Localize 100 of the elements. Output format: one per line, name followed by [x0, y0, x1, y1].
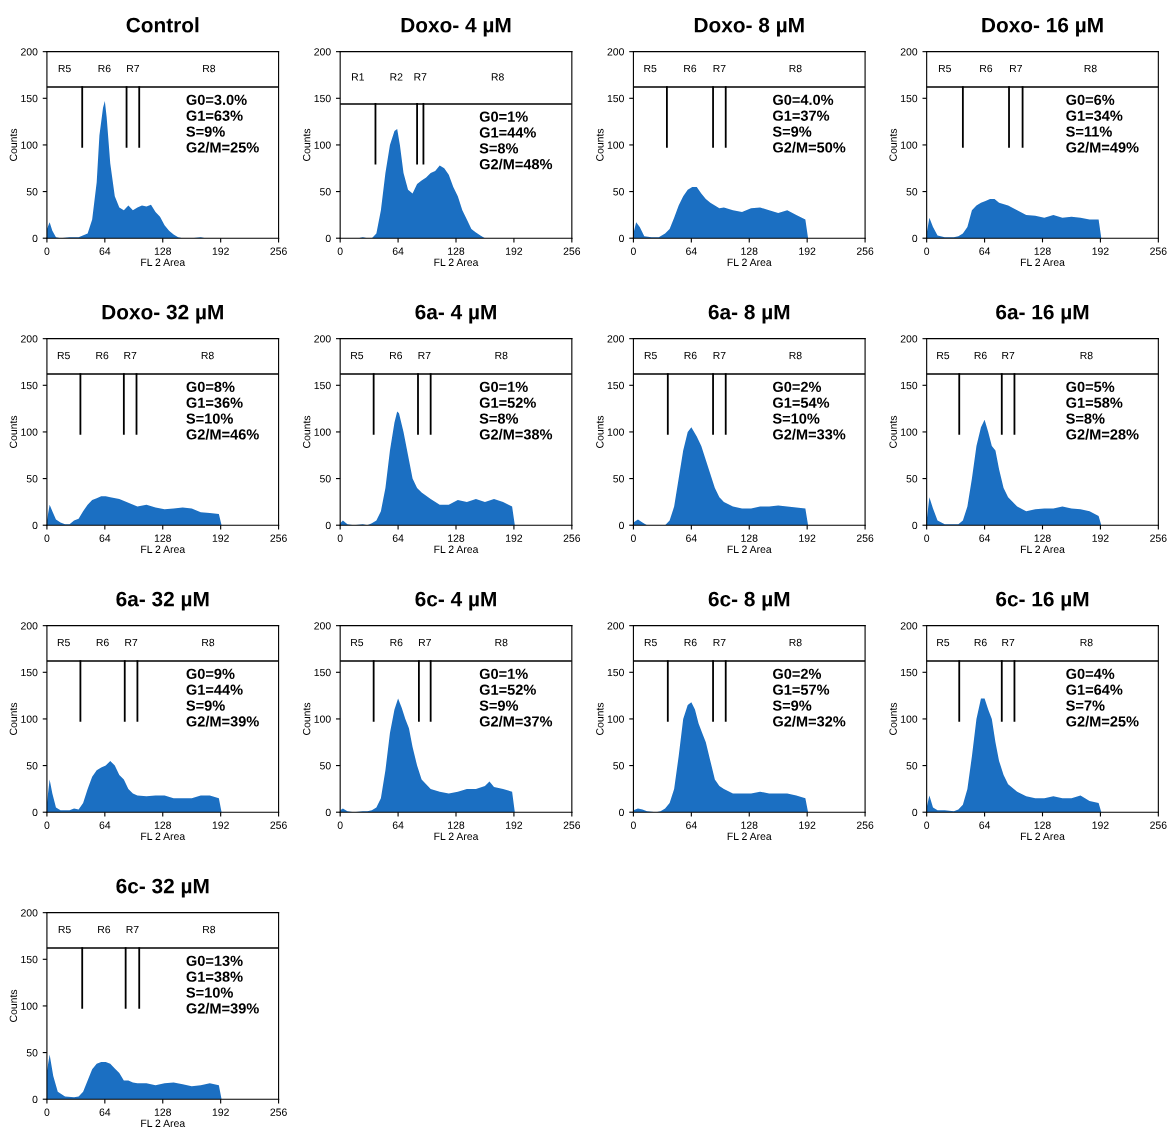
annotation: G2/M=39%	[186, 715, 259, 727]
annotation: G0=5%	[1066, 381, 1115, 393]
annotation: R7	[713, 351, 726, 360]
annotation: S=10%	[772, 413, 820, 424]
chart-title: 6a- 16 µM	[996, 304, 1089, 324]
x-axis-title: FL 2 Area	[141, 1119, 186, 1127]
x-tick-label: 192	[1092, 534, 1109, 542]
x-axis-title: FL 2 Area	[1020, 545, 1065, 553]
annotation: G1=57%	[773, 684, 830, 695]
annotation: R8	[1084, 64, 1097, 73]
x-tick-label: 64	[99, 1108, 111, 1116]
x-tick-label: 256	[563, 821, 581, 829]
x-tick-label: 256	[856, 247, 874, 255]
y-tick-label: 200	[900, 48, 918, 56]
annotation: G0=9%	[186, 668, 235, 680]
annotation: G2/M=49%	[1066, 141, 1139, 153]
annotation: R6	[974, 638, 987, 647]
y-tick-label: 50	[319, 475, 331, 483]
annotation: R6	[98, 64, 111, 73]
annotation: R1	[352, 73, 364, 81]
x-tick-label: 256	[270, 534, 287, 542]
annotation: G0=2%	[773, 668, 822, 680]
annotation: R6	[974, 351, 987, 360]
annotation: R5	[644, 638, 657, 647]
y-tick-label: 0	[325, 521, 331, 530]
y-tick-label: 0	[32, 234, 38, 243]
x-tick-label: 256	[563, 534, 581, 542]
annotation: S=10%	[186, 413, 233, 424]
x-tick-label: 128	[1034, 247, 1051, 255]
y-tick-label: 100	[901, 715, 918, 723]
y-tick-label: 150	[21, 668, 38, 677]
x-tick-label: 64	[99, 247, 111, 255]
annotation: R8	[789, 638, 802, 647]
annotation: S=9%	[479, 700, 519, 711]
x-tick-label: 128	[741, 534, 758, 542]
annotation: G2/M=37%	[479, 715, 553, 727]
x-tick-label: 0	[337, 534, 343, 542]
x-tick-label: 256	[856, 821, 874, 829]
y-tick-label: 200	[314, 335, 331, 343]
x-tick-label: 192	[1092, 247, 1109, 255]
x-tick-label: 0	[630, 534, 636, 542]
y-tick-label: 100	[607, 141, 624, 149]
x-tick-label: 0	[924, 534, 930, 542]
x-tick-label: 192	[212, 1108, 229, 1116]
annotation: G2/M=28%	[1066, 428, 1139, 440]
x-tick-label: 128	[741, 247, 758, 255]
y-tick-label: 50	[26, 1049, 38, 1057]
y-tick-label: 100	[21, 715, 38, 723]
chart-title: 6c- 16 µM	[996, 591, 1089, 611]
annotation: G2/M=46%	[186, 428, 259, 440]
y-tick-label: 150	[901, 381, 918, 390]
x-tick-label: 192	[799, 534, 816, 542]
y-tick-label: 0	[325, 234, 331, 243]
x-tick-label: 64	[686, 534, 697, 542]
y-tick-label: 150	[607, 94, 624, 103]
annotation: G2/M=38%	[479, 428, 553, 440]
annotation: R5	[644, 64, 657, 73]
x-axis-title: FL 2 Area	[727, 832, 772, 840]
x-tick-label: 256	[270, 1108, 287, 1116]
y-axis-title: Counts	[889, 128, 897, 161]
x-tick-label: 128	[154, 1108, 171, 1116]
annotation: R8	[495, 351, 508, 360]
y-tick-label: 100	[314, 715, 331, 723]
x-tick-label: 256	[1150, 247, 1167, 255]
x-tick-label: 256	[1150, 534, 1167, 542]
annotation: R6	[96, 351, 109, 360]
annotation: G1=44%	[186, 684, 243, 695]
y-tick-label: 50	[26, 188, 38, 196]
x-tick-label: 192	[506, 534, 523, 542]
annotation: G2/M=25%	[186, 141, 259, 153]
y-tick-label: 200	[21, 335, 38, 343]
annotation: R7	[127, 64, 140, 73]
annotation: G1=63%	[186, 110, 243, 121]
annotation: G1=52%	[479, 684, 536, 695]
x-tick-label: 128	[448, 821, 465, 829]
y-tick-label: 200	[21, 909, 38, 917]
annotation: G1=52%	[479, 397, 536, 408]
y-tick-label: 100	[901, 141, 918, 149]
annotation: R8	[203, 64, 216, 73]
y-tick-label: 0	[32, 1095, 38, 1104]
y-tick-label: 0	[32, 808, 38, 817]
annotation: R5	[351, 638, 364, 647]
annotation: G0=13%	[186, 955, 243, 967]
annotation: G0=8%	[186, 381, 235, 393]
x-tick-label: 64	[99, 534, 111, 542]
annotation: R8	[491, 73, 504, 81]
annotation: R8	[1080, 638, 1093, 647]
annotation: G0=1%	[479, 381, 528, 393]
y-tick-label: 150	[607, 668, 624, 677]
x-tick-label: 0	[44, 1108, 50, 1116]
x-tick-label: 256	[856, 534, 874, 542]
x-tick-label: 192	[212, 534, 229, 542]
annotation: S=9%	[772, 700, 812, 711]
x-tick-label: 192	[212, 247, 229, 255]
annotation: S=7%	[1066, 700, 1105, 711]
x-tick-label: 256	[270, 247, 287, 255]
x-tick-label: 192	[1092, 821, 1109, 829]
annotation: R2	[390, 73, 403, 81]
annotation: R7	[713, 64, 726, 73]
annotation: G1=44%	[479, 127, 536, 138]
